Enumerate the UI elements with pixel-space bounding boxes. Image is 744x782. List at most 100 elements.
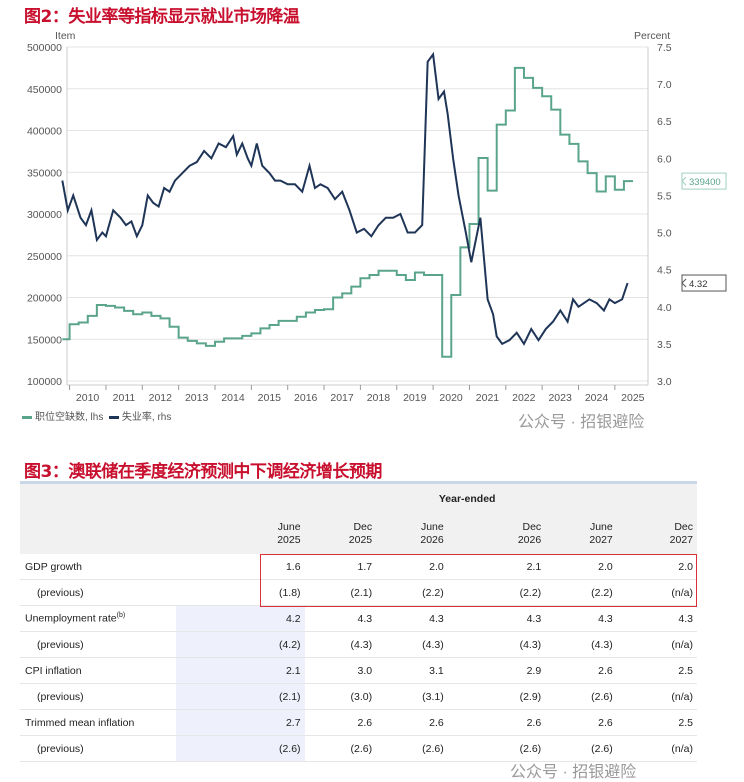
column-header: June 2026 (376, 514, 448, 554)
right-tick-label: 6.5 (657, 116, 672, 128)
right-tick-label: 5.5 (657, 190, 672, 202)
value-cell: (2.6) (545, 735, 617, 762)
x-tick-label: 2013 (185, 392, 209, 404)
right-tick-label: 4.5 (657, 265, 672, 277)
x-tick-label: 2022 (512, 392, 536, 404)
x-tick-label: 2014 (221, 392, 245, 404)
table-row: (previous) (2.1) (3.0) (3.1) (2.9) (2.6) (n/a) (20, 683, 697, 710)
value-cell: 4.3 (304, 605, 377, 632)
spacer-cell (175, 631, 238, 658)
row-label-text: Unemployment rate (25, 612, 117, 625)
column-month: June (589, 521, 613, 533)
legend-label-vacancies: 职位空缺数, lhs (35, 412, 104, 423)
value-cell: 4.3 (376, 605, 448, 632)
table-row: Trimmed mean inflation 2.7 2.6 2.6 2.6 2.6 2.5 (20, 709, 697, 736)
value-cell: (2.1) (237, 683, 305, 710)
value-cell: 4.2 (237, 605, 305, 632)
legend-swatch-vacancies (22, 415, 32, 419)
value-cell: 2.7 (237, 709, 305, 736)
value-cell: 2.6 (376, 709, 448, 736)
row-label: (previous) (20, 631, 176, 658)
value-cell: 2.6 (447, 709, 546, 736)
row-label-text: CPI inflation (25, 664, 82, 677)
table-row: Unemployment rate(b) 4.2 4.3 4.3 4.3 4.3 4.3 (20, 605, 697, 632)
row-label-text: Trimmed mean inflation (25, 716, 135, 729)
row-label-text: GDP growth (25, 560, 82, 573)
value-cell: 2.0 (616, 554, 697, 580)
spacer-cell (175, 735, 238, 762)
column-header: Dec 2025 (304, 514, 377, 554)
row-label: (previous) (20, 735, 176, 762)
column-year: 2025 (277, 534, 301, 546)
value-cell: (4.2) (237, 631, 305, 658)
left-tick-label: 300000 (27, 209, 62, 221)
x-tick-label: 2011 (113, 392, 136, 404)
x-tick-label: 2015 (258, 392, 282, 404)
value-cell: 2.1 (447, 554, 546, 580)
x-tick-label: 2016 (294, 392, 318, 404)
value-cell: (2.9) (447, 683, 546, 710)
value-cell: 2.6 (545, 709, 617, 736)
value-cell: (2.6) (304, 735, 377, 762)
column-month: Dec (353, 521, 373, 533)
left-tick-label: 250000 (27, 251, 62, 263)
spacer-cell (175, 683, 238, 710)
value-cell: (2.6) (237, 735, 305, 762)
left-tick-label: 350000 (27, 167, 62, 179)
left-tick-label: 450000 (27, 84, 62, 96)
watermark: 公众号 · 招银避险 (518, 414, 645, 431)
right-tick-label: 7.5 (657, 42, 672, 54)
row-label-text: (previous) (37, 638, 84, 651)
group-header: Year-ended (237, 481, 697, 514)
spacer-cell (175, 657, 238, 684)
value-cell: (2.6) (376, 735, 448, 762)
value-cell: (3.1) (376, 683, 448, 710)
row-label: Trimmed mean inflation (20, 709, 176, 736)
table-row: GDP growth 1.6 1.7 2.0 2.1 2.0 2.0 (20, 554, 697, 580)
x-tick-label: 2023 (548, 392, 572, 404)
column-header: June 2027 (545, 514, 617, 554)
value-cell: 2.1 (237, 657, 305, 684)
table-row: (previous) (1.8) (2.1) (2.2) (2.2) (2.2) (n/a) (20, 579, 697, 606)
column-year: 2026 (420, 534, 444, 546)
line-chart: 100000 150000 200000 250000 300000 350000 4000… (27, 30, 727, 404)
right-tick-label: 5.0 (657, 228, 672, 240)
row-label-text: (previous) (37, 690, 84, 703)
value-cell: 4.3 (545, 605, 617, 632)
value-cell: 1.6 (237, 554, 305, 580)
series-line-1 (61, 51, 629, 346)
x-tick-label: 2020 (439, 392, 463, 404)
value-cell: 2.0 (376, 554, 448, 580)
value-cell: 2.6 (545, 657, 617, 684)
value-cell: 2.9 (447, 657, 546, 684)
x-tick-label: 2012 (149, 392, 173, 404)
legend: 职位空缺数, lhs 失业率, rhs (22, 408, 171, 423)
end-value-pointer (681, 176, 687, 186)
value-cell: 2.0 (545, 554, 617, 580)
column-year: 2027 (669, 534, 693, 546)
left-tick-label: 400000 (27, 126, 62, 138)
value-cell: (4.3) (545, 631, 617, 658)
spacer-cell (175, 554, 238, 580)
row-label: Unemployment rate(b) (20, 605, 176, 632)
spacer-cell (175, 709, 238, 736)
spacer-cell (175, 579, 238, 606)
end-value-pointer (681, 278, 687, 288)
left-axis-title: Item (55, 30, 76, 42)
watermark-table: 公众号 · 招银避险 (510, 764, 637, 781)
column-month: Dec (674, 521, 693, 533)
end-value-label: 339400 (689, 177, 721, 188)
value-cell: (2.1) (304, 579, 377, 606)
row-label-text: (previous) (37, 586, 84, 599)
value-cell: (2.2) (447, 579, 546, 606)
value-cell: (3.0) (304, 683, 377, 710)
x-tick-label: 2025 (621, 392, 645, 404)
right-tick-label: 6.0 (657, 153, 672, 165)
value-cell: (4.3) (447, 631, 546, 658)
row-label: GDP growth (20, 554, 176, 580)
value-cell: (n/a) (616, 735, 697, 762)
row-label: CPI inflation (20, 657, 176, 684)
row-label-text: (previous) (37, 742, 84, 755)
x-tick-label: 2019 (403, 392, 427, 404)
value-cell: 2.5 (616, 657, 697, 684)
